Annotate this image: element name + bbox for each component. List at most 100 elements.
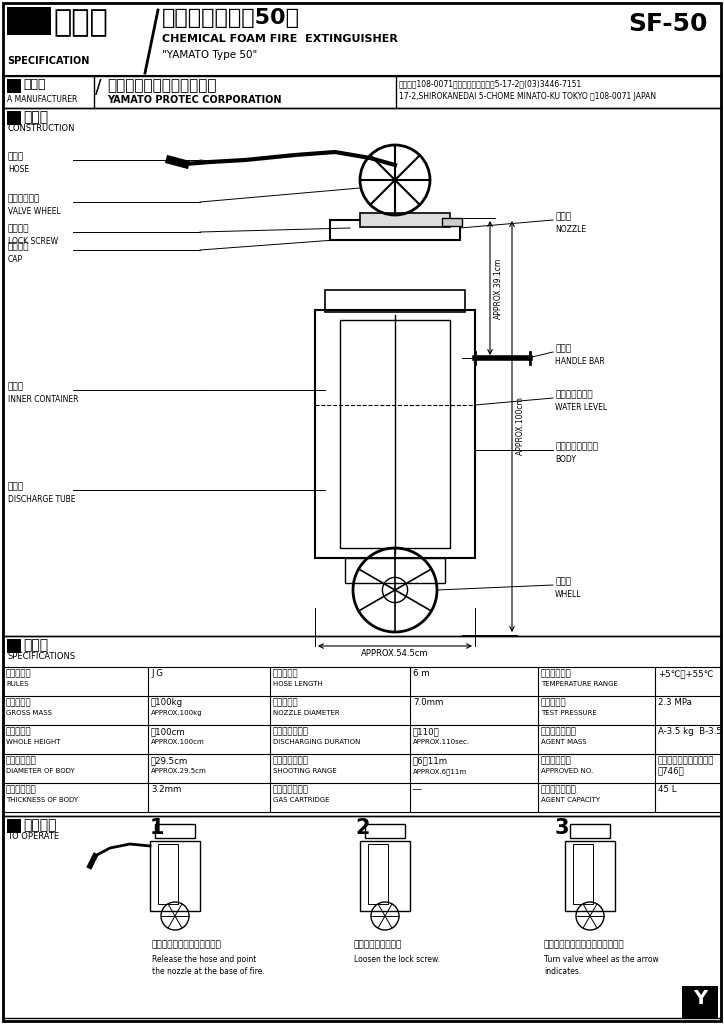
Text: "YAMATO Type 50": "YAMATO Type 50" bbox=[162, 50, 257, 60]
Text: APPROX.6～11m: APPROX.6～11m bbox=[413, 768, 467, 774]
Text: THICKNESS OF BODY: THICKNESS OF BODY bbox=[6, 797, 78, 803]
Text: 国土交通省型式承認番号
第746号: 国土交通省型式承認番号 第746号 bbox=[658, 756, 715, 775]
Text: 移動式泡消火器50型: 移動式泡消火器50型 bbox=[162, 8, 300, 28]
Text: SPECIFICATION: SPECIFICATION bbox=[7, 56, 89, 66]
Text: 総　質　量: 総 質 量 bbox=[6, 698, 32, 707]
Text: キャップ: キャップ bbox=[8, 242, 30, 251]
Text: DISCHARGING DURATION: DISCHARGING DURATION bbox=[273, 739, 361, 745]
Bar bbox=[158, 844, 178, 904]
Text: APPROX.100cm: APPROX.100cm bbox=[151, 739, 205, 745]
Text: 放　射　時　間: 放 射 時 間 bbox=[273, 727, 309, 736]
Text: 使用方法: 使用方法 bbox=[23, 818, 56, 831]
Text: 型式承認番号: 型式承認番号 bbox=[541, 756, 572, 765]
Text: 規　　　格: 規 格 bbox=[6, 669, 32, 678]
Text: RULES: RULES bbox=[6, 681, 28, 687]
Text: TO OPERATE: TO OPERATE bbox=[7, 831, 59, 841]
Text: indicates.: indicates. bbox=[544, 967, 581, 976]
Text: 3: 3 bbox=[555, 818, 570, 838]
Text: HOSE: HOSE bbox=[8, 165, 29, 174]
Text: 7.0mm: 7.0mm bbox=[413, 698, 443, 707]
Text: 安全ネジ: 安全ネジ bbox=[8, 224, 30, 233]
Bar bbox=[315, 310, 475, 558]
Bar bbox=[3, 816, 721, 1018]
Text: 製造者: 製造者 bbox=[23, 78, 46, 91]
Bar bbox=[7, 7, 51, 35]
Bar bbox=[7, 639, 21, 653]
Bar bbox=[570, 824, 610, 838]
Text: 約110秒: 約110秒 bbox=[413, 727, 439, 736]
Text: 起動ハンドル: 起動ハンドル bbox=[8, 194, 41, 203]
Text: 約100cm: 約100cm bbox=[151, 727, 186, 736]
Bar bbox=[368, 844, 388, 904]
Text: 仕様書: 仕様書 bbox=[53, 8, 108, 37]
Text: 2.3 MPa: 2.3 MPa bbox=[658, 698, 692, 707]
Text: DIAMETER OF BODY: DIAMETER OF BODY bbox=[6, 768, 75, 774]
Text: ホースをはずし火元に向ける: ホースをはずし火元に向ける bbox=[152, 940, 222, 949]
Text: 45 L: 45 L bbox=[658, 785, 676, 794]
Text: 本　社〒108-0071　東京都港区白金台5-17-2　(03)3446-7151: 本 社〒108-0071 東京都港区白金台5-17-2 (03)3446-715… bbox=[399, 79, 582, 88]
Bar bbox=[325, 290, 465, 312]
Text: 17-2,SHIROKANEDAI 5-CHOME MINATO-KU TOKYO 〒108-0071 JAPAN: 17-2,SHIROKANEDAI 5-CHOME MINATO-KU TOKY… bbox=[399, 92, 656, 101]
Text: +5℃～+55℃: +5℃～+55℃ bbox=[658, 669, 713, 678]
Text: 本体容器外径: 本体容器外径 bbox=[6, 756, 37, 765]
Text: GAS CARTRIDGE: GAS CARTRIDGE bbox=[273, 797, 329, 803]
Text: 起動ハンドルを矢印の方向に回す: 起動ハンドルを矢印の方向に回す bbox=[544, 940, 625, 949]
Bar bbox=[330, 220, 460, 240]
Text: Y: Y bbox=[693, 989, 707, 1008]
Text: 1: 1 bbox=[150, 818, 164, 838]
Bar bbox=[3, 636, 721, 816]
Bar bbox=[155, 824, 195, 838]
Text: ホース長さ: ホース長さ bbox=[273, 669, 298, 678]
Text: 試験圧力値: 試験圧力値 bbox=[541, 698, 567, 707]
Text: SPECIFICATIONS: SPECIFICATIONS bbox=[7, 652, 75, 662]
Text: A MANUFACTURER: A MANUFACTURER bbox=[7, 95, 77, 104]
Text: APPROX.110sec.: APPROX.110sec. bbox=[413, 739, 470, 745]
Text: HOSE LENGTH: HOSE LENGTH bbox=[273, 681, 323, 687]
Text: VALVE WHEEL: VALVE WHEEL bbox=[8, 207, 61, 216]
Text: ヤマトプロテック株式会社: ヤマトプロテック株式会社 bbox=[107, 78, 216, 93]
Text: APPROX.54.5cm: APPROX.54.5cm bbox=[361, 649, 429, 658]
Text: WHELL: WHELL bbox=[555, 590, 581, 599]
Bar bbox=[345, 558, 445, 583]
Bar bbox=[573, 844, 593, 904]
Text: CAP: CAP bbox=[8, 255, 23, 264]
Bar bbox=[340, 319, 450, 548]
Text: APPROX.29.5cm: APPROX.29.5cm bbox=[151, 768, 207, 774]
Text: 本体容器（外筒）: 本体容器（外筒） bbox=[555, 442, 598, 451]
Text: SF-50: SF-50 bbox=[628, 12, 707, 36]
Bar bbox=[360, 213, 450, 227]
Text: DISCHARGE TUBE: DISCHARGE TUBE bbox=[8, 495, 75, 504]
Text: INNER CONTAINER: INNER CONTAINER bbox=[8, 395, 78, 404]
Text: 加圧用ガス容器: 加圧用ガス容器 bbox=[273, 785, 309, 794]
Bar bbox=[7, 111, 21, 125]
Text: NOZZLE DIAMETER: NOZZLE DIAMETER bbox=[273, 710, 340, 716]
Text: 本体容器板厚: 本体容器板厚 bbox=[6, 785, 37, 794]
Text: 約29.5cm: 約29.5cm bbox=[151, 756, 188, 765]
Text: WATER LEVEL: WATER LEVEL bbox=[555, 403, 607, 412]
Text: 2: 2 bbox=[355, 818, 369, 838]
Bar bbox=[3, 76, 721, 108]
Text: J G: J G bbox=[151, 669, 163, 678]
Text: APPROX.100kg: APPROX.100kg bbox=[151, 710, 203, 716]
Text: CONSTRUCTION: CONSTRUCTION bbox=[7, 124, 75, 133]
Text: AGENT CAPACITY: AGENT CAPACITY bbox=[541, 797, 600, 803]
Text: 薬　剤　質　量: 薬 剤 質 量 bbox=[541, 727, 577, 736]
Text: NOZZLE: NOZZLE bbox=[555, 225, 586, 234]
Text: HANDLE BAR: HANDLE BAR bbox=[555, 357, 605, 366]
Text: 引　手: 引 手 bbox=[555, 344, 571, 353]
Text: 内　筒: 内 筒 bbox=[8, 382, 24, 391]
Text: GROSS MASS: GROSS MASS bbox=[6, 710, 52, 716]
Text: 約6～11m: 約6～11m bbox=[413, 756, 448, 765]
Text: /: / bbox=[95, 78, 101, 97]
Bar bbox=[565, 841, 615, 911]
Text: 放　射　距　離: 放 射 距 離 bbox=[273, 756, 309, 765]
Text: 全　　　高: 全 高 bbox=[6, 727, 32, 736]
Text: Release the hose and point: Release the hose and point bbox=[152, 955, 256, 964]
Text: LOCK SCREW: LOCK SCREW bbox=[8, 237, 58, 246]
Text: 構造図: 構造図 bbox=[23, 110, 48, 124]
Text: 放出管: 放出管 bbox=[8, 482, 24, 490]
Text: A-3.5 kg  B-3.5 kg: A-3.5 kg B-3.5 kg bbox=[658, 727, 724, 736]
Text: SHOOTING RANGE: SHOOTING RANGE bbox=[273, 768, 337, 774]
Text: AGENT MASS: AGENT MASS bbox=[541, 739, 586, 745]
Text: 仕　様: 仕 様 bbox=[23, 638, 48, 652]
